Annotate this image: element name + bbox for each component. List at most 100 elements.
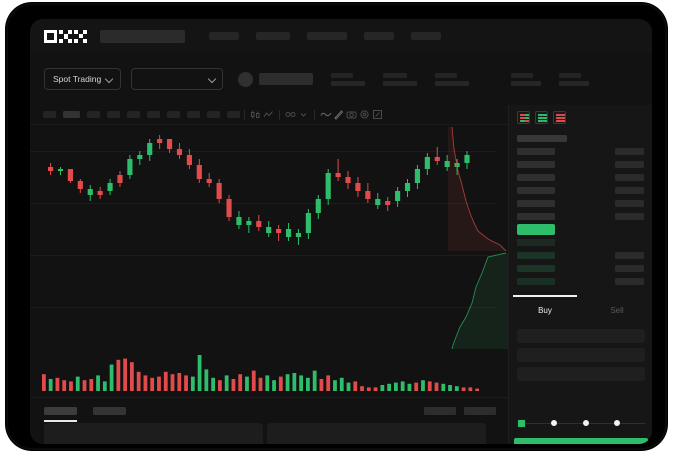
slider-tick-2[interactable]	[582, 420, 589, 426]
search-input[interactable]	[100, 29, 185, 43]
timeframe-chip-6[interactable]	[167, 111, 180, 118]
orders-tab-label	[93, 406, 126, 415]
gridline	[30, 307, 496, 308]
timeframe-chip-8[interactable]	[207, 111, 220, 118]
market-type-selector[interactable]: Spot Trading	[44, 68, 122, 90]
timeframe-selector	[43, 111, 240, 118]
line-chart-icon[interactable]	[262, 108, 275, 121]
side-tab-sell[interactable]: Sell	[610, 305, 624, 315]
orders-tab-1[interactable]	[93, 398, 126, 424]
orderbook-amount	[615, 278, 644, 285]
price-chart-container[interactable]	[30, 125, 496, 397]
orderbook-ask-row[interactable]	[517, 145, 644, 158]
order-form-field-1[interactable]	[517, 348, 645, 362]
timeframe-chip-1[interactable]	[63, 111, 80, 118]
stat-value	[435, 80, 470, 86]
bottom-panel-1[interactable]	[267, 423, 486, 444]
camera-icon[interactable]	[345, 108, 358, 121]
orderbook-both-icon[interactable]	[517, 111, 530, 124]
orderbook-ask-row[interactable]	[517, 197, 644, 210]
nav-item-2[interactable]	[307, 32, 347, 40]
stat-label	[511, 72, 534, 78]
coin-avatar-icon	[238, 71, 254, 87]
orderbook-amount	[615, 187, 644, 194]
orderbook-header-row[interactable]	[517, 132, 644, 145]
orderbook-asks-icon[interactable]	[553, 111, 566, 124]
amount-slider[interactable]	[509, 415, 652, 431]
market-stat-2	[435, 72, 470, 86]
timeframe-chip-5[interactable]	[147, 111, 160, 118]
orderbook-amount	[615, 161, 644, 168]
orders-tabs	[44, 398, 126, 424]
gridline	[30, 203, 496, 204]
device-screen: Spot Trading	[30, 19, 652, 444]
app-header	[30, 19, 652, 53]
indicator-icon[interactable]	[284, 108, 297, 121]
timeframe-chip-2[interactable]	[87, 111, 100, 118]
orderbook-price	[517, 213, 555, 220]
device-frame: Spot Trading	[6, 3, 667, 450]
orderbook-bids-icon[interactable]	[535, 111, 548, 124]
chevron-down-icon[interactable]	[297, 108, 310, 121]
stat-value	[511, 80, 542, 86]
orderbook-bid-row[interactable]	[517, 262, 644, 275]
nav-item-3[interactable]	[364, 32, 394, 40]
logo-x-glyph	[74, 29, 87, 43]
orderbook-amount	[615, 213, 644, 220]
side-tab-buy[interactable]: Buy	[509, 295, 581, 325]
nav-item-4[interactable]	[411, 32, 441, 40]
chart-toolbar	[30, 105, 652, 125]
orderbook-bid-row[interactable]	[517, 236, 644, 249]
nav-item-1[interactable]	[256, 32, 290, 40]
orderbook-price	[517, 161, 555, 168]
okx-logo[interactable]	[44, 29, 87, 43]
orderbook-price	[517, 135, 567, 142]
orders-action-0[interactable]	[424, 406, 456, 415]
orderbook-ask-row[interactable]	[517, 171, 644, 184]
orderbook-price	[517, 278, 555, 285]
logo-o-glyph	[44, 29, 57, 43]
trading-pair-selector[interactable]	[131, 68, 224, 90]
order-form-field-0[interactable]	[517, 329, 645, 343]
logo-k-glyph	[59, 29, 72, 43]
orderbook-view-toggles	[509, 105, 652, 129]
bottom-panel-0[interactable]	[44, 423, 263, 444]
timeframe-chip-9[interactable]	[227, 111, 240, 118]
orderbook-bid-row[interactable]	[517, 249, 644, 262]
orderbook-price	[517, 224, 555, 235]
fullscreen-icon[interactable]	[371, 108, 384, 121]
submit-order-button[interactable]	[514, 438, 648, 444]
slider-tick-1[interactable]	[551, 420, 558, 426]
order-form-field-2[interactable]	[517, 367, 645, 381]
orderbook-mid-price-row[interactable]	[517, 223, 644, 236]
orderbook-amount	[615, 252, 644, 259]
timeframe-chip-4[interactable]	[127, 111, 140, 118]
stat-label	[331, 72, 354, 78]
slider-tick-3[interactable]	[613, 420, 620, 426]
stat-label	[435, 72, 458, 78]
orderbook-ask-row[interactable]	[517, 184, 644, 197]
market-subheader: Spot Trading	[30, 53, 652, 105]
orderbook-price	[517, 200, 555, 207]
bottom-panels	[30, 423, 652, 444]
candlestick-icon[interactable]	[249, 108, 262, 121]
slider-handle[interactable]	[517, 418, 526, 428]
orders-tab-0[interactable]	[44, 398, 77, 424]
timeframe-chip-7[interactable]	[187, 111, 200, 118]
slider-track	[557, 422, 583, 424]
orderbook-ask-row[interactable]	[517, 210, 644, 223]
orders-action-1[interactable]	[464, 406, 496, 415]
orderbook-bid-row[interactable]	[517, 275, 644, 288]
timeframe-chip-3[interactable]	[107, 111, 120, 118]
nav-item-0[interactable]	[209, 32, 239, 40]
orderbook-amount	[615, 174, 644, 181]
orders-tab-actions	[424, 406, 496, 415]
drawing-pencil-icon[interactable]	[332, 108, 345, 121]
timeframe-chip-0[interactable]	[43, 111, 56, 118]
stat-label	[383, 72, 408, 78]
settings-gear-icon[interactable]	[358, 108, 371, 121]
wave-icon[interactable]	[319, 108, 332, 121]
orderbook-ask-row[interactable]	[517, 158, 644, 171]
toolbar-divider	[244, 109, 245, 120]
